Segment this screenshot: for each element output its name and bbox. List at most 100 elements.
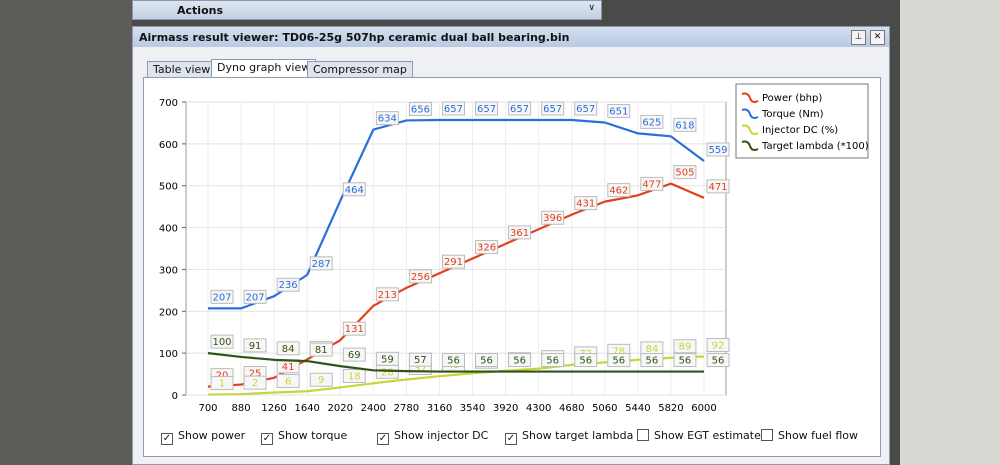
data-label: 69 — [348, 350, 361, 361]
data-label-box — [673, 165, 697, 180]
data-label: 657 — [510, 104, 529, 115]
data-label-box — [574, 101, 598, 116]
x-tick-label: 3920 — [493, 403, 518, 414]
data-label-box — [276, 341, 300, 356]
data-label-box — [475, 353, 499, 368]
data-label-box — [541, 353, 565, 368]
data-label: 361 — [510, 228, 529, 239]
data-label: 56 — [612, 356, 625, 367]
expand-icon[interactable]: ∨ — [588, 3, 595, 13]
chart: 0 100 200 300 400 500 600 700 700 880 1260 1640 2020… — [159, 83, 869, 414]
data-label-box — [640, 114, 664, 129]
data-label-box — [408, 269, 432, 284]
checkbox-box[interactable]: ✓ — [261, 433, 273, 445]
checkbox[interactable]: Show fuel flow — [761, 429, 858, 442]
data-label-box — [673, 339, 697, 354]
data-label: 9 — [318, 375, 324, 386]
side-panel — [900, 0, 1000, 465]
data-label: 56 — [513, 356, 526, 367]
checkbox[interactable]: ✓ Show power — [161, 429, 245, 445]
data-label-box — [441, 353, 465, 368]
data-label-box — [375, 287, 399, 302]
data-label-box — [640, 353, 664, 368]
data-label-box — [375, 111, 399, 126]
checkbox[interactable]: ✓ Show injector DC — [377, 429, 488, 445]
data-label: 56 — [546, 356, 559, 367]
pin-button[interactable]: ⊥ — [851, 30, 866, 45]
tab[interactable]: Table view — [147, 61, 217, 78]
x-tick-label: 3160 — [427, 403, 452, 414]
y-tick-label: 500 — [159, 182, 178, 193]
data-label-box — [441, 101, 465, 116]
data-label: 213 — [378, 290, 397, 301]
data-label-box — [309, 342, 333, 357]
close-button[interactable]: ✕ — [870, 30, 885, 45]
toolbar[interactable]: Actions ∨ — [132, 0, 602, 20]
data-label: 56 — [645, 356, 658, 367]
legend-swatch — [741, 92, 759, 103]
checkbox-label: Show target lambda — [522, 429, 634, 442]
data-label: 78 — [612, 346, 625, 357]
data-label: 37 — [414, 364, 427, 375]
data-label-box — [673, 117, 697, 132]
data-label: 2 — [252, 378, 258, 389]
data-label: 657 — [543, 104, 562, 115]
checkbox-label: Show torque — [278, 429, 348, 442]
tab[interactable]: Compressor map — [307, 61, 413, 78]
data-label-box — [640, 176, 664, 191]
checkbox[interactable]: Show EGT estimate — [637, 429, 761, 442]
checkbox-box[interactable]: ✓ — [377, 433, 389, 445]
data-label: 464 — [345, 185, 364, 196]
series-line — [207, 352, 704, 373]
checkbox[interactable]: ✓ Show torque — [261, 429, 347, 445]
checkbox-box[interactable]: ✓ — [505, 433, 517, 445]
checkbox-box[interactable]: ✓ — [161, 433, 173, 445]
x-tick-label: 5060 — [592, 403, 617, 414]
window-title: Airmass result viewer: TD06-25g 507hp ce… — [139, 31, 570, 44]
data-label: 92 — [712, 340, 725, 351]
window-titlebar: Airmass result viewer: TD06-25g 507hp ce… — [133, 27, 889, 47]
data-label: 505 — [675, 168, 694, 179]
data-label: 56 — [579, 356, 592, 367]
data-label-box — [210, 376, 234, 391]
data-label: 431 — [576, 199, 595, 210]
tab[interactable]: Dyno graph view — [211, 59, 317, 78]
data-label: 651 — [609, 107, 628, 118]
checkbox[interactable]: ✓ Show target lambda — [505, 429, 633, 445]
data-label-box — [673, 353, 697, 368]
checkbox-box[interactable] — [637, 429, 649, 441]
data-label-box — [243, 289, 267, 304]
y-tick-label: 300 — [159, 265, 178, 276]
side-panel — [0, 0, 132, 465]
y-tick-label: 200 — [159, 307, 178, 318]
data-label: 56 — [712, 356, 725, 367]
x-tick-label: 1640 — [294, 403, 319, 414]
x-tick-label: 5440 — [625, 403, 650, 414]
data-label: 41 — [282, 362, 295, 373]
checkbox-box[interactable] — [761, 429, 773, 441]
data-label-box — [309, 372, 333, 387]
data-label-box — [508, 101, 532, 116]
data-label: 657 — [477, 104, 496, 115]
x-tick-label: 2780 — [394, 403, 419, 414]
data-label: 657 — [444, 104, 463, 115]
data-label: 28 — [381, 367, 394, 378]
data-label: 207 — [246, 292, 265, 303]
data-label: 471 — [708, 182, 727, 193]
data-label: 59 — [381, 354, 394, 365]
data-label-box — [508, 353, 532, 368]
data-label: 84 — [282, 344, 295, 355]
data-label: 100 — [212, 337, 231, 348]
x-tick-label: 700 — [198, 403, 217, 414]
x-tick-label: 6000 — [691, 403, 716, 414]
data-label-box — [607, 183, 631, 198]
data-label-box — [441, 254, 465, 269]
legend-box — [735, 83, 869, 159]
x-tick-label: 3540 — [460, 403, 485, 414]
data-label: 81 — [315, 345, 328, 356]
data-label-box — [276, 277, 300, 292]
y-tick-label: 700 — [159, 98, 178, 109]
data-label: 91 — [249, 341, 262, 352]
data-label-box — [607, 353, 631, 368]
